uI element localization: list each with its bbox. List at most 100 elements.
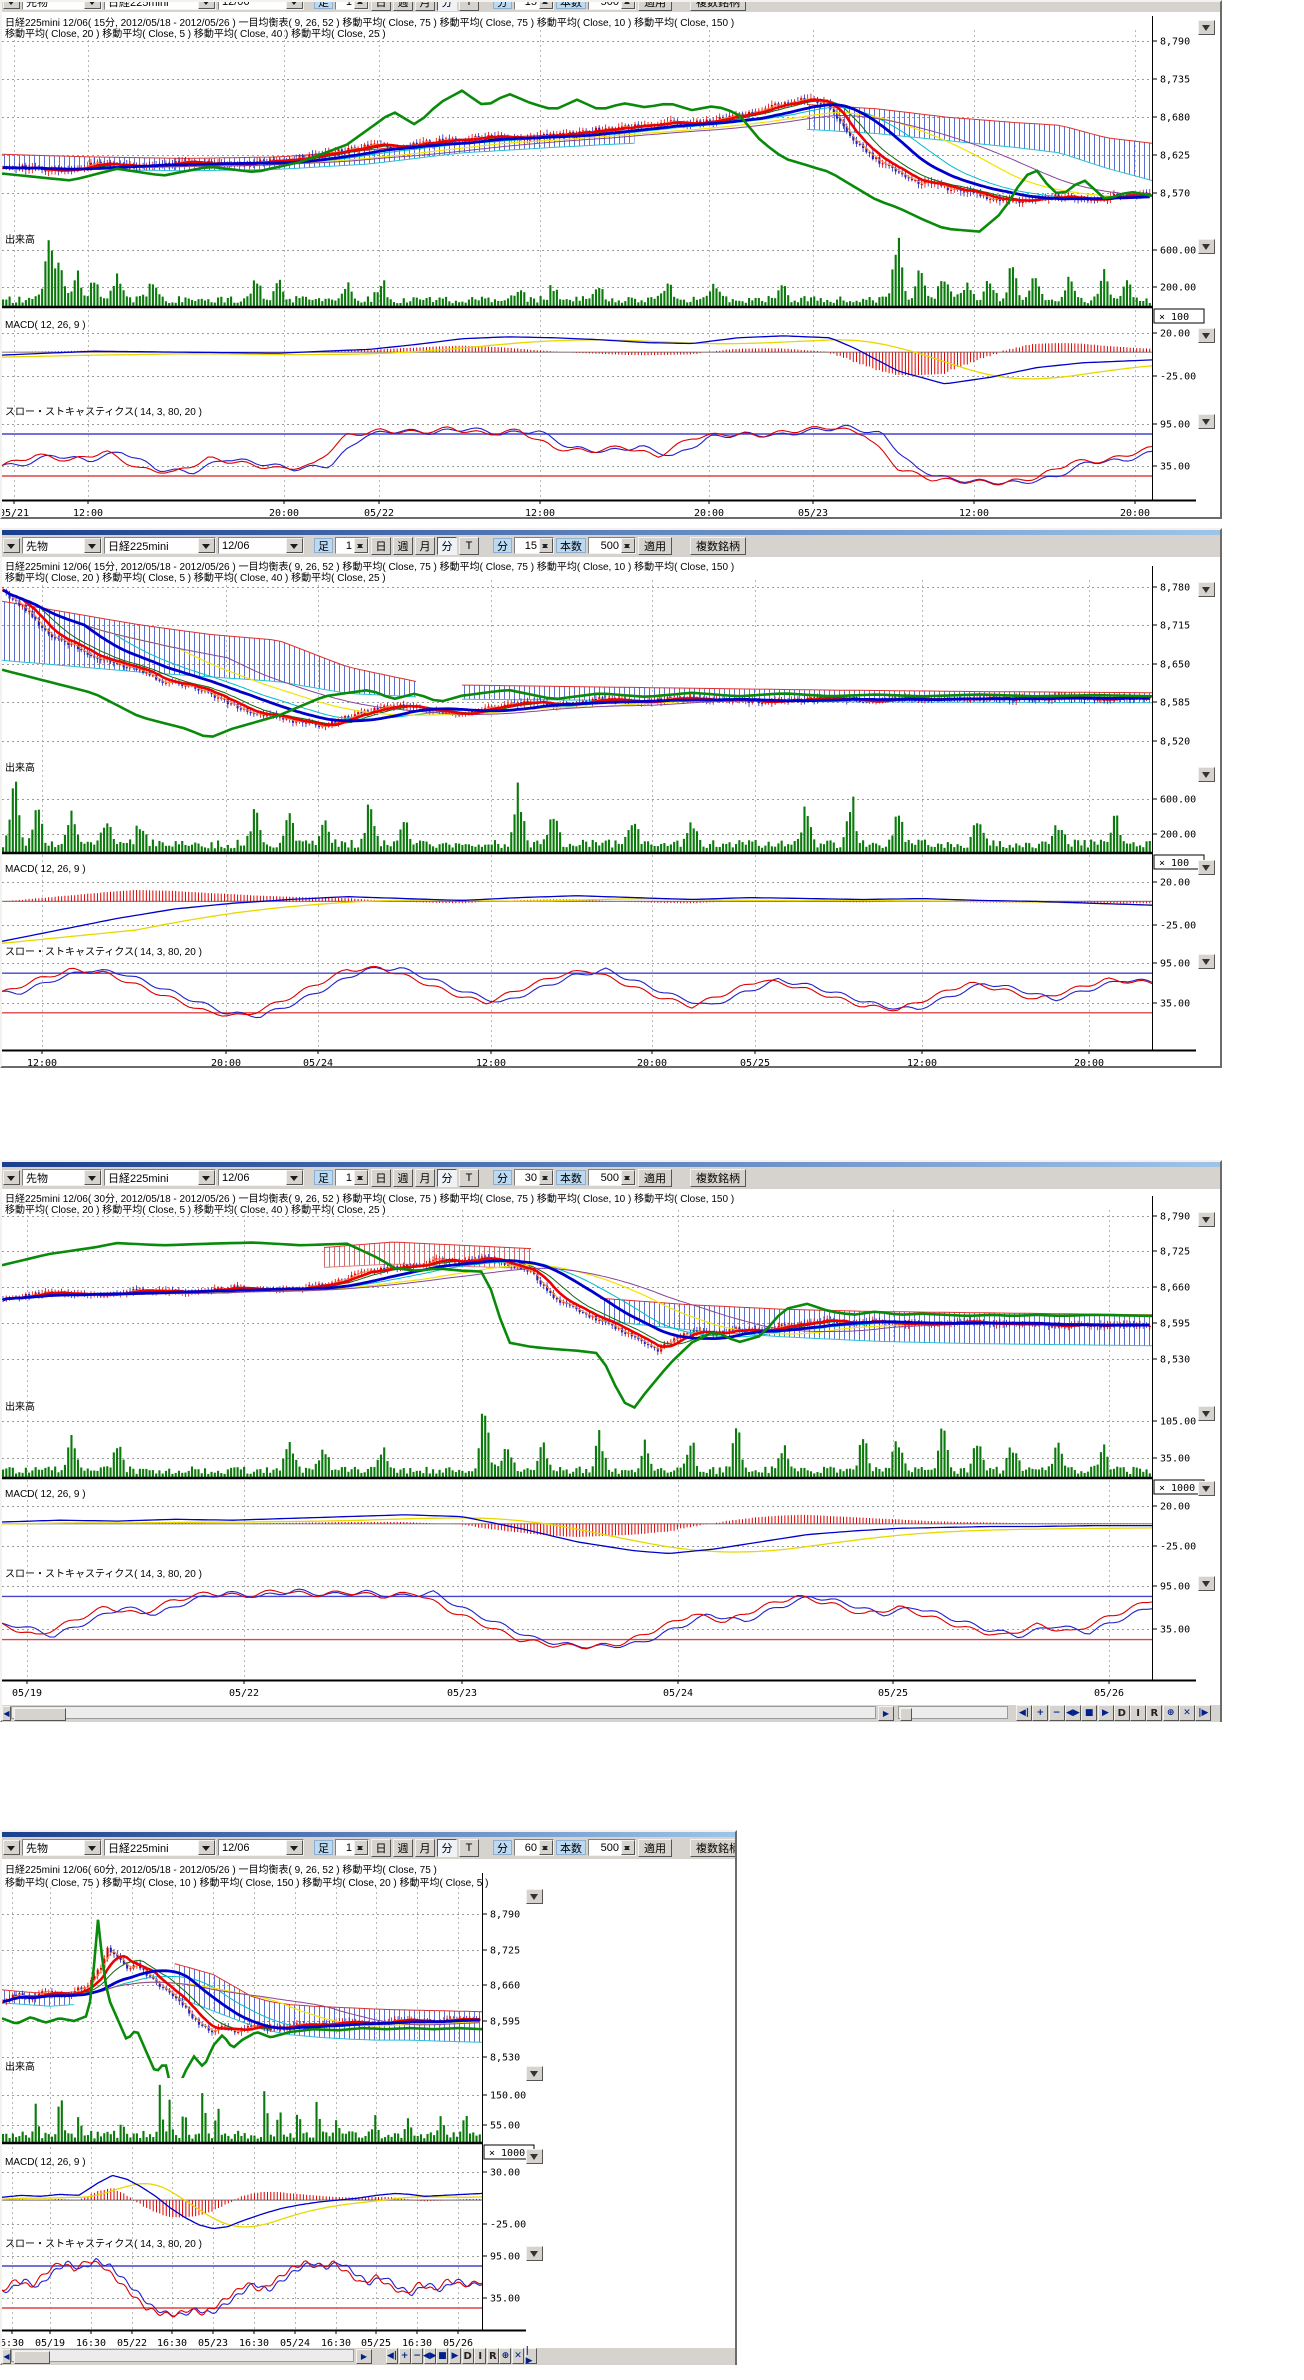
spinner-icon[interactable] <box>539 1170 553 1185</box>
multi-symbol-button[interactable]: 複数銘柄 <box>690 536 746 555</box>
scrollbar-track[interactable] <box>11 1706 876 1721</box>
scale-scroll-down-icon[interactable] <box>1198 954 1215 969</box>
period-button-3[interactable]: 分 <box>437 1168 457 1187</box>
period-button-0[interactable]: 日 <box>371 536 391 555</box>
chart-tool-button-8[interactable]: R <box>1146 1705 1163 1721</box>
chart-tool-button-7[interactable]: I <box>474 2348 487 2364</box>
period-button-3[interactable]: 分 <box>437 2 457 11</box>
multi-symbol-button[interactable]: 複数銘柄 <box>690 1168 746 1187</box>
chevron-down-icon[interactable] <box>198 538 215 553</box>
chart-tool-button-9[interactable]: ⊕ <box>1162 1705 1179 1721</box>
scale-scroll-down-icon[interactable] <box>526 2246 543 2261</box>
scroll-left-button[interactable]: ◀ <box>2 2349 11 2364</box>
scroll-right-button[interactable]: ▶ <box>356 2349 372 2364</box>
chevron-down-icon[interactable] <box>84 2 101 9</box>
apply-button[interactable]: 適用 <box>638 1838 672 1857</box>
scale-scroll-down-icon[interactable] <box>526 2149 543 2164</box>
chevron-down-icon[interactable] <box>286 2 303 9</box>
contract-month-select[interactable]: 12/06 <box>218 537 304 554</box>
zoom-slider-track[interactable] <box>898 1706 1008 1721</box>
scale-scroll-down-icon[interactable] <box>1198 860 1215 875</box>
chart-tool-button-5[interactable]: ▶ <box>1097 1705 1114 1721</box>
period-button-3[interactable]: 分 <box>437 1838 457 1857</box>
period-button-1[interactable]: 週 <box>393 1838 413 1857</box>
symbol-select[interactable]: 日経225mini <box>104 1839 216 1856</box>
multi-symbol-button[interactable]: 複数銘柄 <box>690 2 746 11</box>
chart-tool-button-10[interactable]: ✕ <box>1179 1705 1195 1721</box>
symbol-select[interactable]: 日経225mini <box>104 1169 216 1186</box>
period-button-1[interactable]: 週 <box>393 536 413 555</box>
ashi-count-field[interactable]: 1 <box>335 1839 369 1856</box>
chart-tool-button-2[interactable]: − <box>411 2348 424 2364</box>
chart-tool-button-1[interactable]: + <box>1032 1705 1049 1721</box>
period-button-4[interactable]: T <box>459 536 479 555</box>
period-button-4[interactable]: T <box>459 2 479 11</box>
futures-category-select[interactable]: 先物 <box>22 1169 102 1186</box>
chart-tool-button-4[interactable]: ■ <box>436 2348 449 2364</box>
chart-tool-button-9[interactable]: ⊕ <box>499 2348 512 2364</box>
chart-tool-button-7[interactable]: I <box>1130 1705 1147 1721</box>
clipped-combo-arrow-icon[interactable] <box>3 2 20 9</box>
horizontal-scrollbar[interactable]: ◀ ▶ ◀| + − ◀▶ ■ ▶ D I R ⊕ ✕ |▶ <box>2 2346 735 2366</box>
period-button-1[interactable]: 週 <box>393 2 413 11</box>
spinner-icon[interactable] <box>354 1170 368 1185</box>
spinner-icon[interactable] <box>354 2 368 9</box>
symbol-select[interactable]: 日経225mini <box>104 2 216 10</box>
chart-tool-button-6[interactable]: D <box>1113 1705 1130 1721</box>
chart-tool-button-2[interactable]: − <box>1048 1705 1065 1721</box>
chart-tool-button-1[interactable]: + <box>398 2348 411 2364</box>
period-button-4[interactable]: T <box>459 1168 479 1187</box>
bar-count-field[interactable]: 500 <box>588 1839 636 1856</box>
period-button-2[interactable]: 月 <box>415 1838 435 1857</box>
spinner-icon[interactable] <box>621 538 635 553</box>
scale-scroll-down-icon[interactable] <box>526 2066 543 2081</box>
spinner-icon[interactable] <box>539 2 553 9</box>
apply-button[interactable]: 適用 <box>638 1168 672 1187</box>
clipped-combo-arrow-icon[interactable] <box>3 1170 20 1185</box>
chart-tool-button-0[interactable]: ◀| <box>386 2348 398 2364</box>
chevron-down-icon[interactable] <box>198 2 215 9</box>
chevron-down-icon[interactable] <box>198 1840 215 1855</box>
minutes-field[interactable]: 60 <box>514 1839 554 1856</box>
period-button-2[interactable]: 月 <box>415 536 435 555</box>
contract-month-select[interactable]: 12/06 <box>218 2 304 10</box>
scale-scroll-down-icon[interactable] <box>1198 582 1215 597</box>
scale-scroll-down-icon[interactable] <box>1198 414 1215 429</box>
minutes-field[interactable]: 15 <box>514 2 554 10</box>
scrollbar-track[interactable] <box>11 2349 354 2364</box>
scale-scroll-down-icon[interactable] <box>1198 1576 1215 1591</box>
spinner-icon[interactable] <box>539 1840 553 1855</box>
scrollbar-thumb[interactable] <box>14 1708 66 1721</box>
period-button-1[interactable]: 週 <box>393 1168 413 1187</box>
futures-category-select[interactable]: 先物 <box>22 1839 102 1856</box>
period-button-0[interactable]: 日 <box>371 1838 391 1857</box>
contract-month-select[interactable]: 12/06 <box>218 1169 304 1186</box>
chart-tool-button-5[interactable]: ▶ <box>449 2348 461 2364</box>
spinner-icon[interactable] <box>621 1170 635 1185</box>
chevron-down-icon[interactable] <box>84 1170 101 1185</box>
chevron-down-icon[interactable] <box>198 1170 215 1185</box>
scale-scroll-down-icon[interactable] <box>1198 239 1215 254</box>
chevron-down-icon[interactable] <box>84 1840 101 1855</box>
period-button-4[interactable]: T <box>459 1838 479 1857</box>
scroll-left-button[interactable]: ◀ <box>2 1706 11 1721</box>
spinner-icon[interactable] <box>354 538 368 553</box>
chevron-down-icon[interactable] <box>286 1840 303 1855</box>
scroll-right-button[interactable]: ▶ <box>878 1706 894 1721</box>
clipped-combo-arrow-icon[interactable] <box>3 1840 20 1855</box>
clipped-combo-arrow-icon[interactable] <box>3 538 20 553</box>
period-button-3[interactable]: 分 <box>437 536 457 555</box>
minutes-field[interactable]: 15 <box>514 537 554 554</box>
bar-count-field[interactable]: 500 <box>588 537 636 554</box>
scale-scroll-down-icon[interactable] <box>1198 20 1215 35</box>
chevron-down-icon[interactable] <box>84 538 101 553</box>
bar-count-field[interactable]: 500 <box>588 2 636 10</box>
scale-scroll-down-icon[interactable] <box>1198 1212 1215 1227</box>
minutes-field[interactable]: 30 <box>514 1169 554 1186</box>
chevron-down-icon[interactable] <box>286 538 303 553</box>
bar-count-field[interactable]: 500 <box>588 1169 636 1186</box>
period-button-2[interactable]: 月 <box>415 1168 435 1187</box>
chevron-down-icon[interactable] <box>286 1170 303 1185</box>
futures-category-select[interactable]: 先物 <box>22 2 102 10</box>
chart-tool-button-11[interactable]: |▶ <box>1195 1705 1212 1721</box>
